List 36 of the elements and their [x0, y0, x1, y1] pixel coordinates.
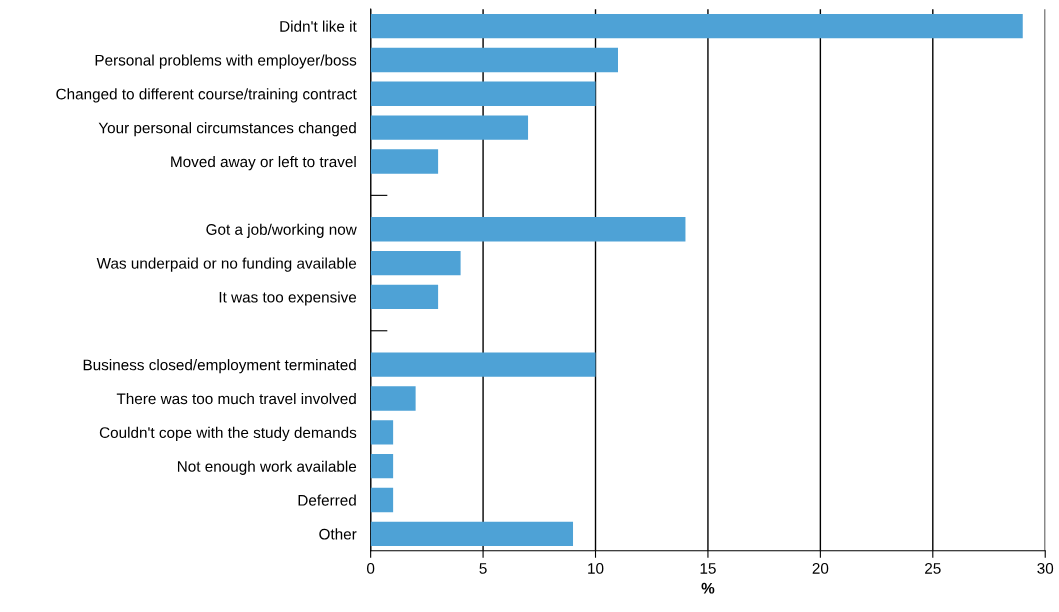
bar: [370, 13, 1023, 39]
bar: [370, 352, 596, 377]
x-axis-title: %: [701, 582, 715, 594]
y-tick-label: Other: [319, 528, 357, 540]
y-tick-label: Deferred: [298, 494, 356, 506]
y-tick-label: Got a job/working now: [206, 223, 357, 238]
x-tick-label: 5: [479, 563, 487, 574]
y-tick-label: Business closed/employment terminated: [83, 359, 356, 374]
x-tick-label: 0: [367, 563, 375, 574]
y-tick-label: Moved away or left to travel: [171, 155, 356, 171]
bar: [370, 115, 529, 140]
y-tick-label: Not enough work available: [177, 460, 357, 475]
x-tick-label: 25: [925, 563, 941, 574]
bar: [370, 487, 394, 513]
bar: [370, 250, 461, 276]
bar: [370, 420, 394, 445]
bar: [370, 386, 416, 411]
y-tick-label: It was too expensive: [219, 291, 357, 306]
bar: [370, 81, 596, 106]
bar: [370, 521, 574, 547]
bar: [370, 149, 439, 174]
x-tick-label: 15: [700, 563, 716, 574]
y-tick-label: Personal problems with employer/boss: [95, 54, 357, 69]
x-tick-label: 30: [1037, 563, 1054, 574]
y-tick-label: Changed to different course/training contract: [56, 88, 357, 103]
x-tick-label: 20: [812, 563, 829, 574]
y-tick-label: Couldn't cope with the study demands: [99, 426, 357, 442]
y-tick-label: Didn't like it: [280, 20, 357, 32]
y-tick-label: There was too much travel involved: [116, 392, 356, 405]
x-tick-label: 10: [588, 563, 604, 574]
y-tick-label: Was underpaid or no funding available: [96, 257, 357, 272]
bar: [370, 47, 618, 73]
y-tick-label: Your personal circumstances changed: [98, 122, 356, 137]
bar: [370, 284, 439, 310]
bar: [370, 217, 686, 242]
bar: [370, 453, 394, 479]
